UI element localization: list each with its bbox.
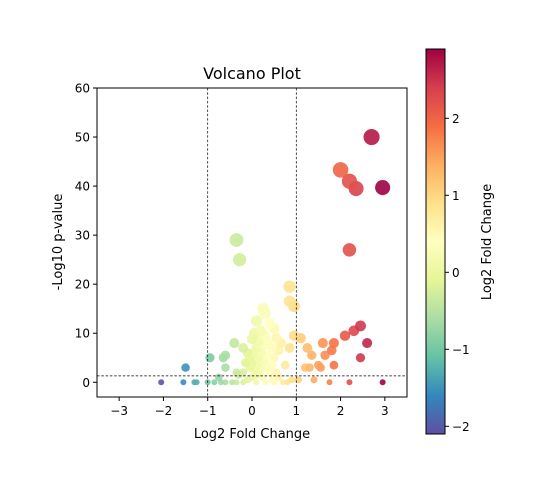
data-point (232, 368, 241, 377)
data-point (229, 233, 244, 247)
data-point (257, 302, 269, 315)
colorbar-ticks: −2 −1 0 1 2 (445, 112, 470, 434)
data-point (215, 373, 223, 382)
data-point (314, 360, 323, 370)
data-point (339, 330, 351, 341)
data-point (355, 320, 366, 332)
data-point (375, 180, 391, 196)
x-tick-label: −1 (199, 404, 217, 418)
data-point (193, 379, 200, 386)
data-point (181, 363, 190, 372)
data-point (288, 330, 300, 341)
data-point (221, 363, 230, 372)
colorbar-label: Log2 Fold Change (480, 184, 495, 300)
data-point (283, 295, 296, 308)
data-point (332, 162, 349, 178)
data-point (280, 360, 290, 370)
data-point (233, 253, 247, 267)
data-point (363, 128, 380, 146)
data-point (280, 379, 286, 386)
data-point (271, 332, 282, 344)
data-point (229, 338, 240, 349)
data-point (320, 350, 330, 360)
colorbar-tick-label: 2 (452, 112, 460, 126)
colorbar: −2 −1 0 1 2 Log2 Fold Change (425, 48, 495, 435)
plot-area (96, 87, 408, 398)
data-point (346, 379, 353, 386)
y-tick-label: 60 (75, 82, 90, 96)
x-tick-label: 3 (381, 404, 389, 418)
y-axis-label: -Log10 p-value (51, 194, 66, 291)
data-point (222, 379, 229, 386)
data-point (317, 338, 328, 349)
data-point (329, 360, 339, 370)
y-tick-label: 10 (75, 327, 90, 341)
data-point (211, 379, 218, 386)
data-point (307, 350, 317, 360)
y-tick-label: 30 (75, 229, 90, 243)
data-point (264, 317, 276, 329)
y-tick-label: 0 (82, 376, 90, 390)
data-point (326, 379, 333, 386)
data-point (283, 280, 296, 293)
x-axis-label: Log2 Fold Change (194, 427, 310, 442)
data-point (305, 363, 314, 372)
threshold-lines (97, 88, 407, 397)
data-point (229, 379, 236, 386)
data-point (272, 368, 281, 377)
data-point (294, 376, 303, 384)
data-point (238, 343, 249, 353)
data-point (268, 376, 276, 384)
colorbar-tick-label: 1 (452, 189, 460, 203)
data-point (205, 353, 215, 363)
chart-title: Volcano Plot (203, 64, 301, 83)
data-point (302, 343, 313, 353)
colorbar-gradient (425, 48, 446, 435)
data-point (220, 350, 231, 360)
y-tick-label: 20 (75, 278, 90, 292)
data-point (267, 360, 277, 370)
data-point (233, 379, 240, 386)
data-point (255, 325, 267, 337)
data-point (341, 173, 358, 189)
data-point (379, 379, 386, 386)
colorbar-tick-label: 0 (452, 266, 460, 280)
y-tick-label: 50 (75, 131, 90, 145)
x-tick-label: 0 (248, 404, 256, 418)
data-point (180, 379, 187, 386)
x-tick-label: 1 (292, 404, 300, 418)
data-point (355, 353, 366, 363)
data-point (239, 368, 248, 377)
data-point (250, 315, 262, 327)
x-tick-label: 2 (337, 404, 345, 418)
y-axis-ticks: 0 10 20 30 40 50 60 (75, 82, 97, 390)
data-point (310, 376, 318, 384)
data-point (288, 376, 296, 384)
data-point (158, 379, 165, 386)
data-point (362, 338, 373, 349)
x-axis-ticks: −3 −2 −1 0 1 2 3 (110, 397, 389, 418)
data-point (342, 243, 357, 257)
data-points (158, 128, 391, 386)
x-tick-label: −2 (155, 404, 173, 418)
data-point (253, 379, 260, 386)
data-point (328, 338, 339, 349)
colorbar-tick-label: −1 (452, 343, 470, 357)
colorbar-tick-label: −2 (452, 420, 470, 434)
x-tick-label: −3 (110, 404, 128, 418)
y-tick-label: 40 (75, 180, 90, 194)
data-point (284, 343, 295, 353)
